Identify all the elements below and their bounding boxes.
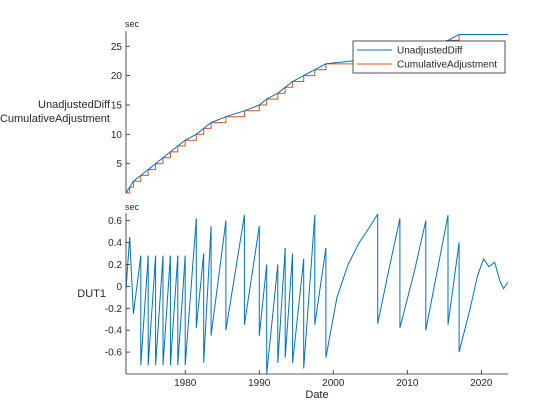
top-y-tick-label: 25: [111, 42, 123, 53]
dut1-segment: [314, 215, 327, 325]
top-y-tick-label: 20: [111, 71, 123, 82]
bottom-y-tick-label: -0.4: [105, 326, 123, 337]
dut1-axes: -0.6 -0.4 -0.2 0 0.2 0.4 0.6 1980 1990 2000 2010 2…: [77, 202, 509, 401]
dut1-segment: [225, 215, 245, 331]
dut1-segment: [458, 242, 509, 353]
dut1-segment: [184, 218, 197, 366]
dut1-segment: [447, 215, 460, 325]
cumulative-y-axis: 5 10 15 20 25: [111, 31, 130, 193]
top-ylabel-line2: CumulativeAdjustment: [0, 113, 110, 125]
bottom-y-tick-label: -0.2: [105, 304, 123, 315]
bottom-y-tick-label: 0.4: [108, 238, 122, 249]
x-tick-label: 1990: [248, 378, 271, 389]
top-y-tick-label: 10: [111, 130, 123, 141]
dut1-segment: [162, 255, 171, 366]
dut1-segment: [210, 220, 227, 336]
x-tick-label: 2020: [470, 378, 493, 389]
legend: UnadjustedDiff CumulativeAdjustment: [352, 40, 506, 74]
dut1-segment: [277, 247, 286, 364]
bottom-ylabel: DUT1: [77, 288, 106, 300]
bottom-y-tick-label: 0.6: [108, 216, 122, 227]
bottom-y-tick-label: 0.2: [108, 260, 122, 271]
dut1-segment: [292, 253, 305, 364]
cumulative-seconds-axes: 5 10 15 20 25 sec UnadjustedDiff CumulativeA…: [0, 19, 508, 194]
legend-label-unadjusteddiff: UnadjustedDiff: [397, 46, 463, 57]
x-tick-label: 2010: [396, 378, 419, 389]
legend-box: [352, 40, 506, 74]
dut1-segment: [155, 255, 164, 366]
dut1-segment: [169, 255, 179, 366]
dut1-segment: [258, 226, 268, 336]
dut1-segment: [129, 237, 142, 314]
dut1-segment: [203, 226, 212, 364]
dut1-segment: [177, 255, 186, 366]
dut1-segment: [147, 255, 157, 366]
top-unit-label: sec: [125, 19, 140, 29]
bottom-y-tick-label: 0: [116, 282, 122, 293]
top-y-tick-label: 15: [111, 100, 123, 111]
dut1-segment: [325, 213, 379, 358]
dut1-segment: [425, 215, 449, 331]
dut1-y-axis: -0.6 -0.4 -0.2 0 0.2 0.4 0.6: [105, 213, 130, 374]
top-y-tick-label: 5: [116, 159, 122, 170]
dut1-segment: [284, 248, 294, 358]
dut1-segment: [125, 237, 131, 289]
date-x-axis: 1980 1990 2000 2010 2020: [126, 370, 508, 389]
x-tick-label: 2000: [322, 378, 345, 389]
top-ylabel-line1: UnadjustedDiff: [38, 99, 111, 111]
legend-label-cumulativeadjustment: CumulativeAdjustment: [397, 60, 497, 71]
dut1-segment: [377, 214, 401, 324]
bottom-unit-label: sec: [125, 202, 140, 212]
dut1-segment: [399, 218, 427, 329]
dut1-segment: [243, 215, 260, 325]
dut1-segment: [195, 218, 205, 329]
bottom-y-tick-label: -0.6: [105, 348, 123, 359]
dut1-segment: [303, 215, 316, 369]
x-tick-label: 1980: [174, 378, 197, 389]
dut1-segment: [140, 255, 149, 366]
bottom-xlabel: Date: [305, 389, 328, 401]
